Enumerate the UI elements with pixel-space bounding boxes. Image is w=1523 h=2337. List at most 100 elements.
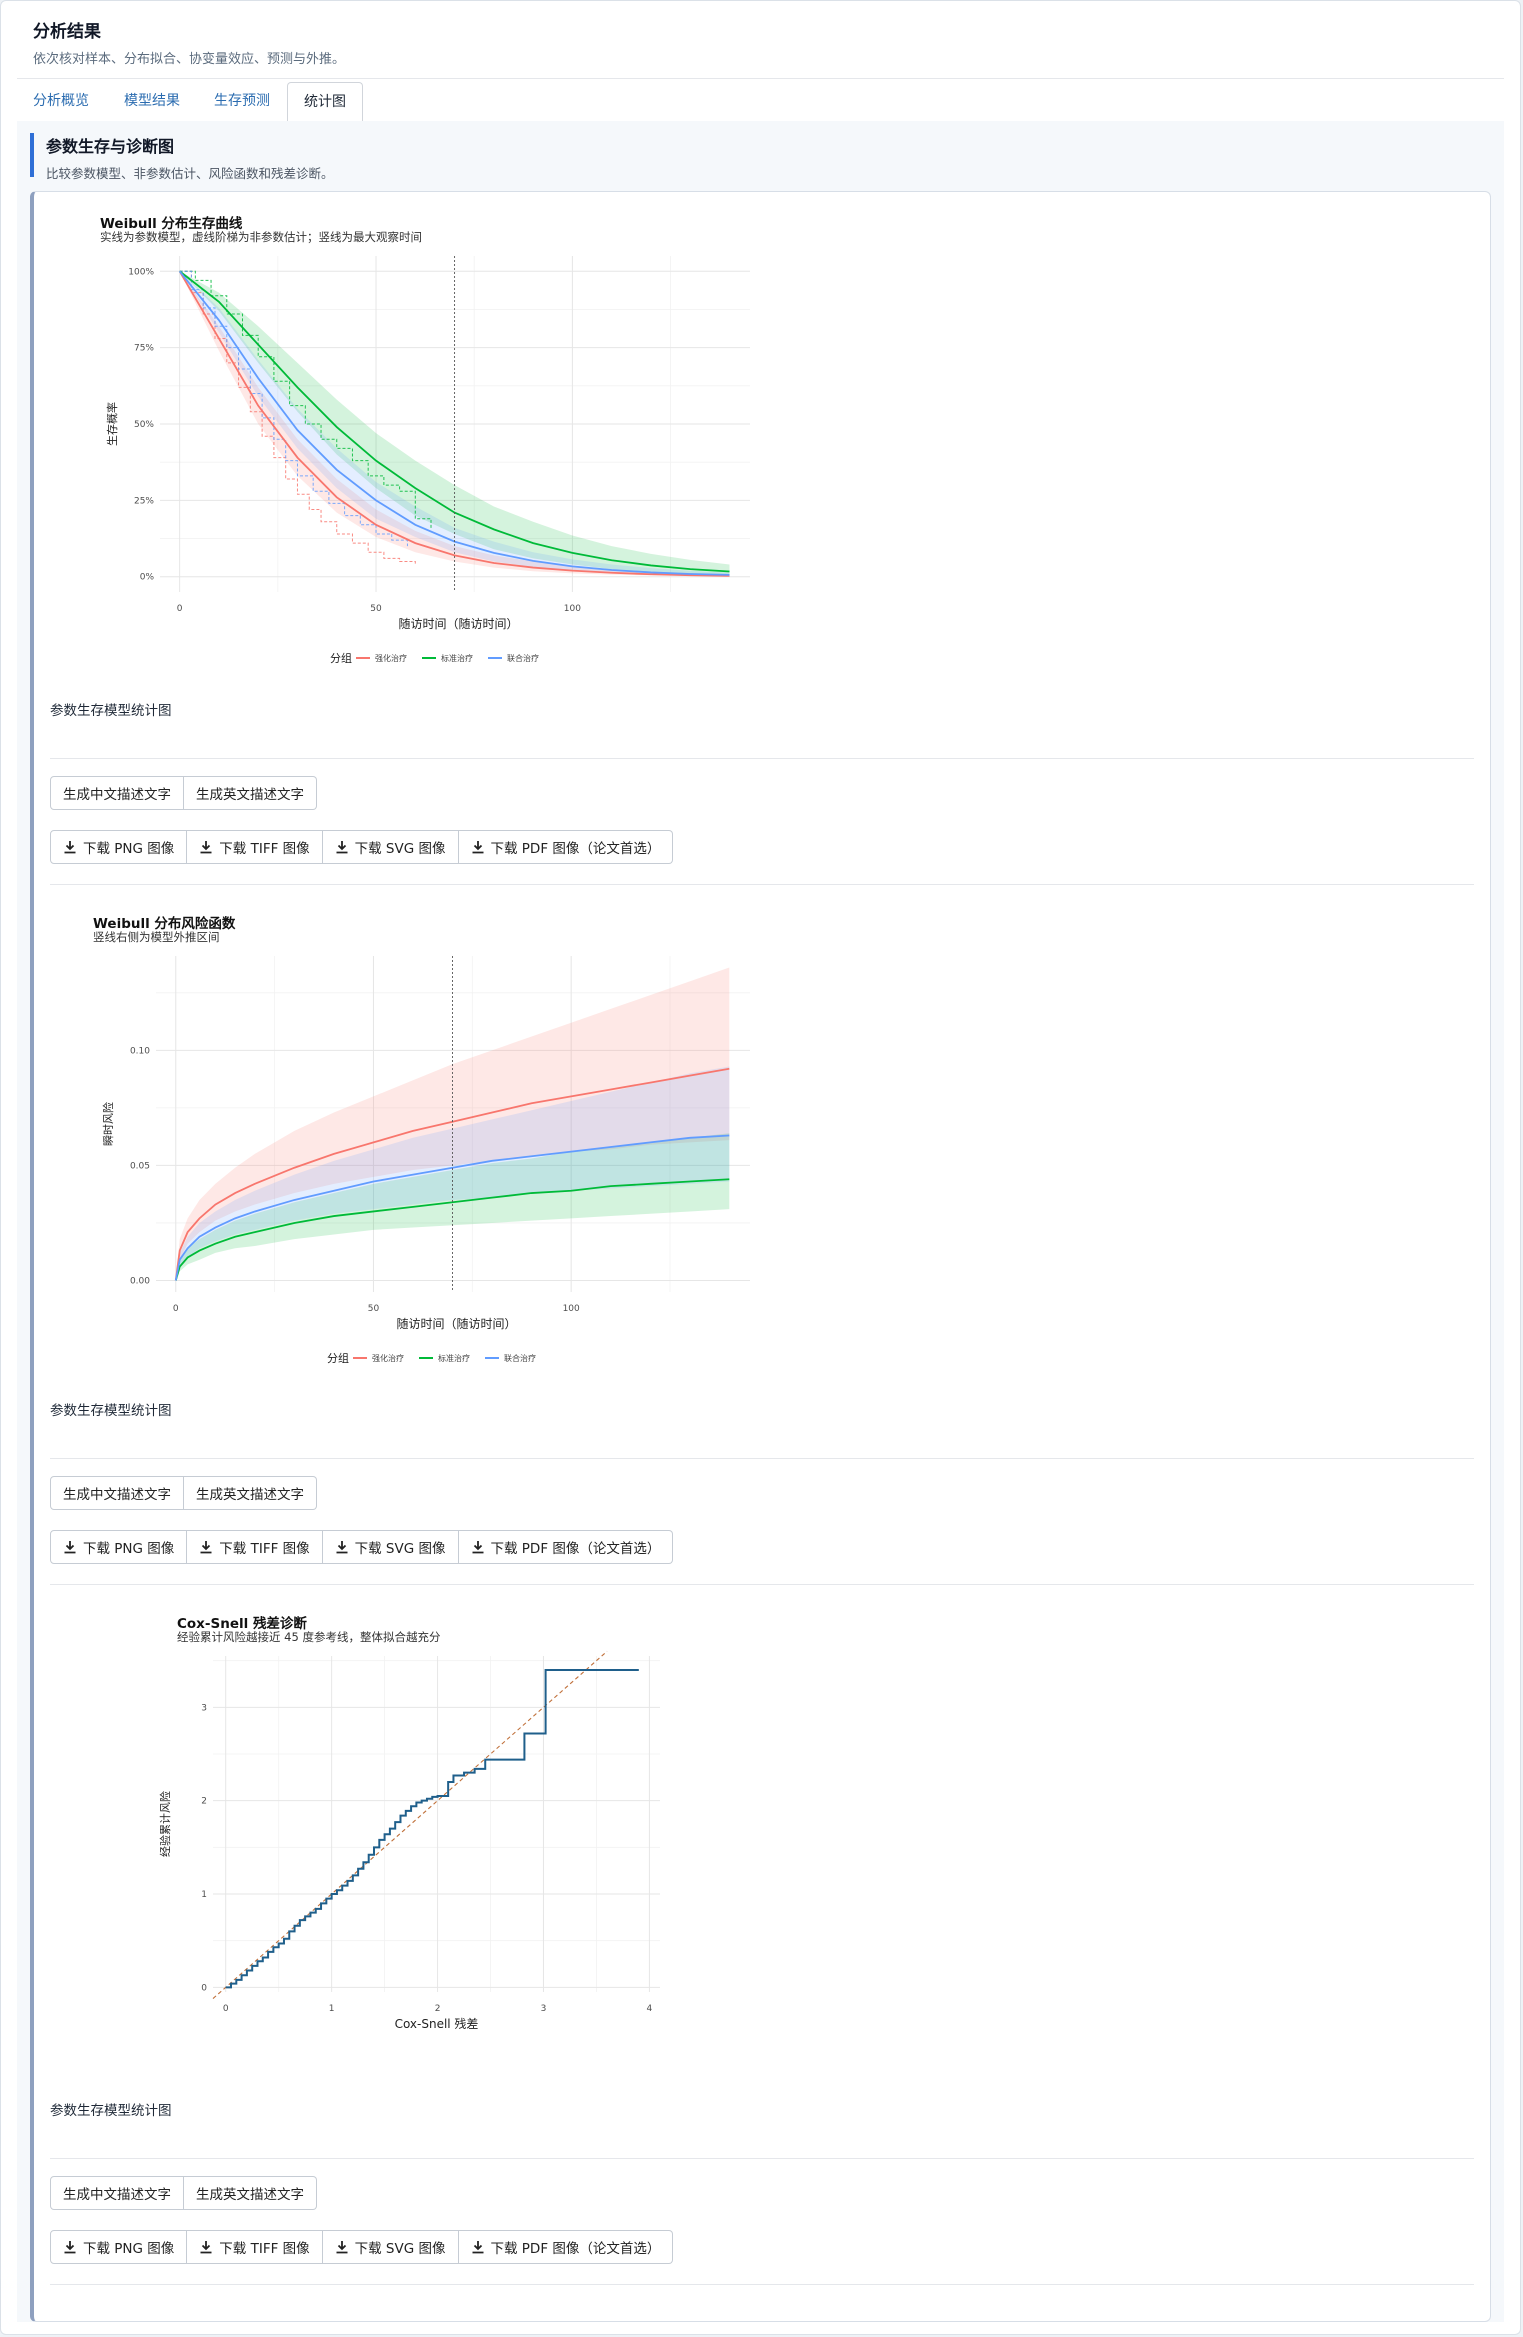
download-svg-button[interactable]: 下载 SVG 图像: [322, 2230, 459, 2264]
download-button-group: 下载 PNG 图像 下载 TIFF 图像 下载 SVG 图像 下载 PDF 图像…: [50, 830, 674, 864]
legend-item-label: 强化治疗: [372, 1353, 404, 1363]
download-png-button[interactable]: 下载 PNG 图像: [50, 2230, 188, 2264]
x-tick-label: 100: [563, 1304, 580, 1314]
divider: [50, 1458, 1474, 1459]
download-icon: [472, 2241, 483, 2254]
y-tick-label: 25%: [134, 496, 154, 506]
figure-caption: 参数生存模型统计图: [50, 2103, 172, 2119]
figure-caption: 参数生存模型统计图: [50, 1403, 172, 1419]
figure-subtitle: 实线为参数模型，虚线阶梯为非参数估计；竖线为最大观察时间: [100, 230, 422, 244]
section-header: 参数生存与诊断图 比较参数模型、非参数估计、风险函数和残差诊断。: [30, 133, 334, 181]
y-tick-label: 0.10: [130, 1046, 150, 1056]
plots-section: 参数生存与诊断图 比较参数模型、非参数估计、风险函数和残差诊断。 Weibull…: [17, 121, 1504, 2322]
download-button-group: 下载 PNG 图像 下载 TIFF 图像 下载 SVG 图像 下载 PDF 图像…: [50, 1530, 674, 1564]
figure-title: Cox-Snell 残差诊断: [177, 1616, 307, 1632]
generate-en-text-button[interactable]: 生成英文描述文字: [184, 2176, 317, 2210]
result-tabs: 分析概览 模型结果 生存预测 统计图: [17, 78, 1504, 122]
survival-curve-figure: Weibull 分布生存曲线 实线为参数模型，虚线阶梯为非参数估计；竖线为最大观…: [50, 204, 750, 680]
cox-snell-chart: 0 1 2 3 4 0 1 2 3 Cox-Snell 残差 经验累计风险: [158, 1650, 660, 2031]
download-pdf-label: 下载 PDF 图像（论文首选）: [490, 1541, 661, 1557]
download-button-group: 下载 PNG 图像 下载 TIFF 图像 下载 SVG 图像 下载 PDF 图像…: [50, 2230, 674, 2264]
download-pdf-button[interactable]: 下载 PDF 图像（论文首选）: [458, 2230, 674, 2264]
tab-overview[interactable]: 分析概览: [33, 93, 89, 109]
generate-cn-text-button[interactable]: 生成中文描述文字: [50, 2176, 184, 2210]
page-title: 分析结果: [33, 22, 101, 42]
figure-subtitle: 竖线右侧为模型外推区间: [93, 930, 220, 944]
download-svg-button[interactable]: 下载 SVG 图像: [322, 830, 459, 864]
download-svg-label: 下载 SVG 图像: [354, 1541, 446, 1557]
text-button-group: 生成中文描述文字 生成英文描述文字: [50, 1476, 317, 1510]
km-step-line: [179, 270, 416, 565]
legend-title: 分组: [330, 651, 352, 665]
download-tiff-label: 下载 TIFF 图像: [219, 1541, 310, 1557]
x-tick-label: 50: [368, 1304, 380, 1314]
divider: [50, 1584, 1474, 1585]
divider: [50, 2284, 1474, 2285]
x-axis-title: 随访时间（随访时间）: [398, 616, 518, 631]
download-pdf-label: 下载 PDF 图像（论文首选）: [490, 841, 661, 857]
download-pdf-button[interactable]: 下载 PDF 图像（论文首选）: [458, 830, 674, 864]
download-png-button[interactable]: 下载 PNG 图像: [50, 830, 188, 864]
download-tiff-button[interactable]: 下载 TIFF 图像: [187, 2230, 323, 2264]
legend-item-label: 标准治疗: [438, 1353, 470, 1363]
x-tick-label: 0: [223, 2004, 229, 2014]
generate-en-text-button[interactable]: 生成英文描述文字: [184, 1476, 317, 1510]
generate-cn-text-button[interactable]: 生成中文描述文字: [50, 1476, 184, 1510]
confidence-band: [179, 271, 730, 575]
x-tick-label: 0: [173, 1304, 179, 1314]
download-icon: [200, 841, 212, 854]
download-icon: [336, 841, 348, 854]
tab-survival-prediction[interactable]: 生存预测: [214, 93, 270, 109]
x-tick-label: 1: [329, 2004, 335, 2014]
page-subtitle: 依次核对样本、分布拟合、协变量效应、预测与外推。: [33, 52, 346, 67]
y-axis-title: 经验累计风险: [158, 1791, 172, 1857]
download-svg-button[interactable]: 下载 SVG 图像: [322, 1530, 459, 1564]
download-tiff-label: 下载 TIFF 图像: [219, 2241, 310, 2257]
km-step-line: [179, 270, 432, 528]
confidence-band: [179, 271, 730, 576]
y-tick-label: 1: [201, 1890, 207, 1900]
tab-plots[interactable]: 统计图: [287, 82, 363, 122]
x-tick-label: 4: [647, 2004, 653, 2014]
hazard-function-figure: Weibull 分布风险函数 竖线右侧为模型外推区间 0 50 100 0.00 0.0…: [50, 904, 750, 1380]
y-axis-title: 瞬时风险: [101, 1102, 115, 1146]
y-tick-label: 0.05: [130, 1161, 150, 1171]
download-png-label: 下载 PNG 图像: [83, 841, 175, 857]
x-tick-label: 50: [370, 604, 382, 614]
download-icon: [200, 1541, 212, 1554]
y-tick-label: 100%: [128, 267, 154, 277]
divider: [50, 2158, 1474, 2159]
download-tiff-button[interactable]: 下载 TIFF 图像: [187, 1530, 323, 1564]
series-line: [174, 1067, 730, 1281]
tab-model-results[interactable]: 模型结果: [124, 93, 180, 109]
x-tick-label: 3: [541, 2004, 547, 2014]
y-tick-label: 2: [201, 1797, 207, 1807]
download-icon: [336, 2241, 348, 2254]
figure-subtitle: 经验累计风险越接近 45 度参考线，整体拟合越充分: [177, 1630, 441, 1644]
section-description: 比较参数模型、非参数估计、风险函数和残差诊断。: [46, 166, 334, 181]
y-tick-label: 0.00: [130, 1276, 150, 1286]
download-svg-label: 下载 SVG 图像: [354, 2241, 446, 2257]
y-tick-label: 50%: [134, 420, 154, 430]
x-axis-title: 随访时间（随访时间）: [396, 1316, 516, 1331]
legend-item-label: 标准治疗: [441, 653, 473, 663]
series-line: [174, 1134, 730, 1281]
download-icon: [472, 841, 483, 854]
text-button-group: 生成中文描述文字 生成英文描述文字: [50, 2176, 317, 2210]
generate-en-text-button[interactable]: 生成英文描述文字: [184, 776, 317, 810]
download-icon: [200, 2241, 212, 2254]
download-icon: [472, 1541, 483, 1554]
series-line: [178, 270, 730, 577]
x-tick-label: 100: [564, 604, 581, 614]
download-tiff-button[interactable]: 下载 TIFF 图像: [187, 830, 323, 864]
figure-title: Weibull 分布生存曲线: [100, 216, 243, 232]
series-line: [174, 1178, 730, 1281]
download-png-button[interactable]: 下载 PNG 图像: [50, 1530, 188, 1564]
generate-cn-text-button[interactable]: 生成中文描述文字: [50, 776, 184, 810]
download-pdf-button[interactable]: 下载 PDF 图像（论文首选）: [458, 1530, 674, 1564]
figure-caption: 参数生存模型统计图: [50, 703, 172, 719]
y-axis-title: 生存概率: [105, 402, 119, 446]
results-header: 分析结果 依次核对样本、分布拟合、协变量效应、预测与外推。: [1, 1, 1520, 75]
